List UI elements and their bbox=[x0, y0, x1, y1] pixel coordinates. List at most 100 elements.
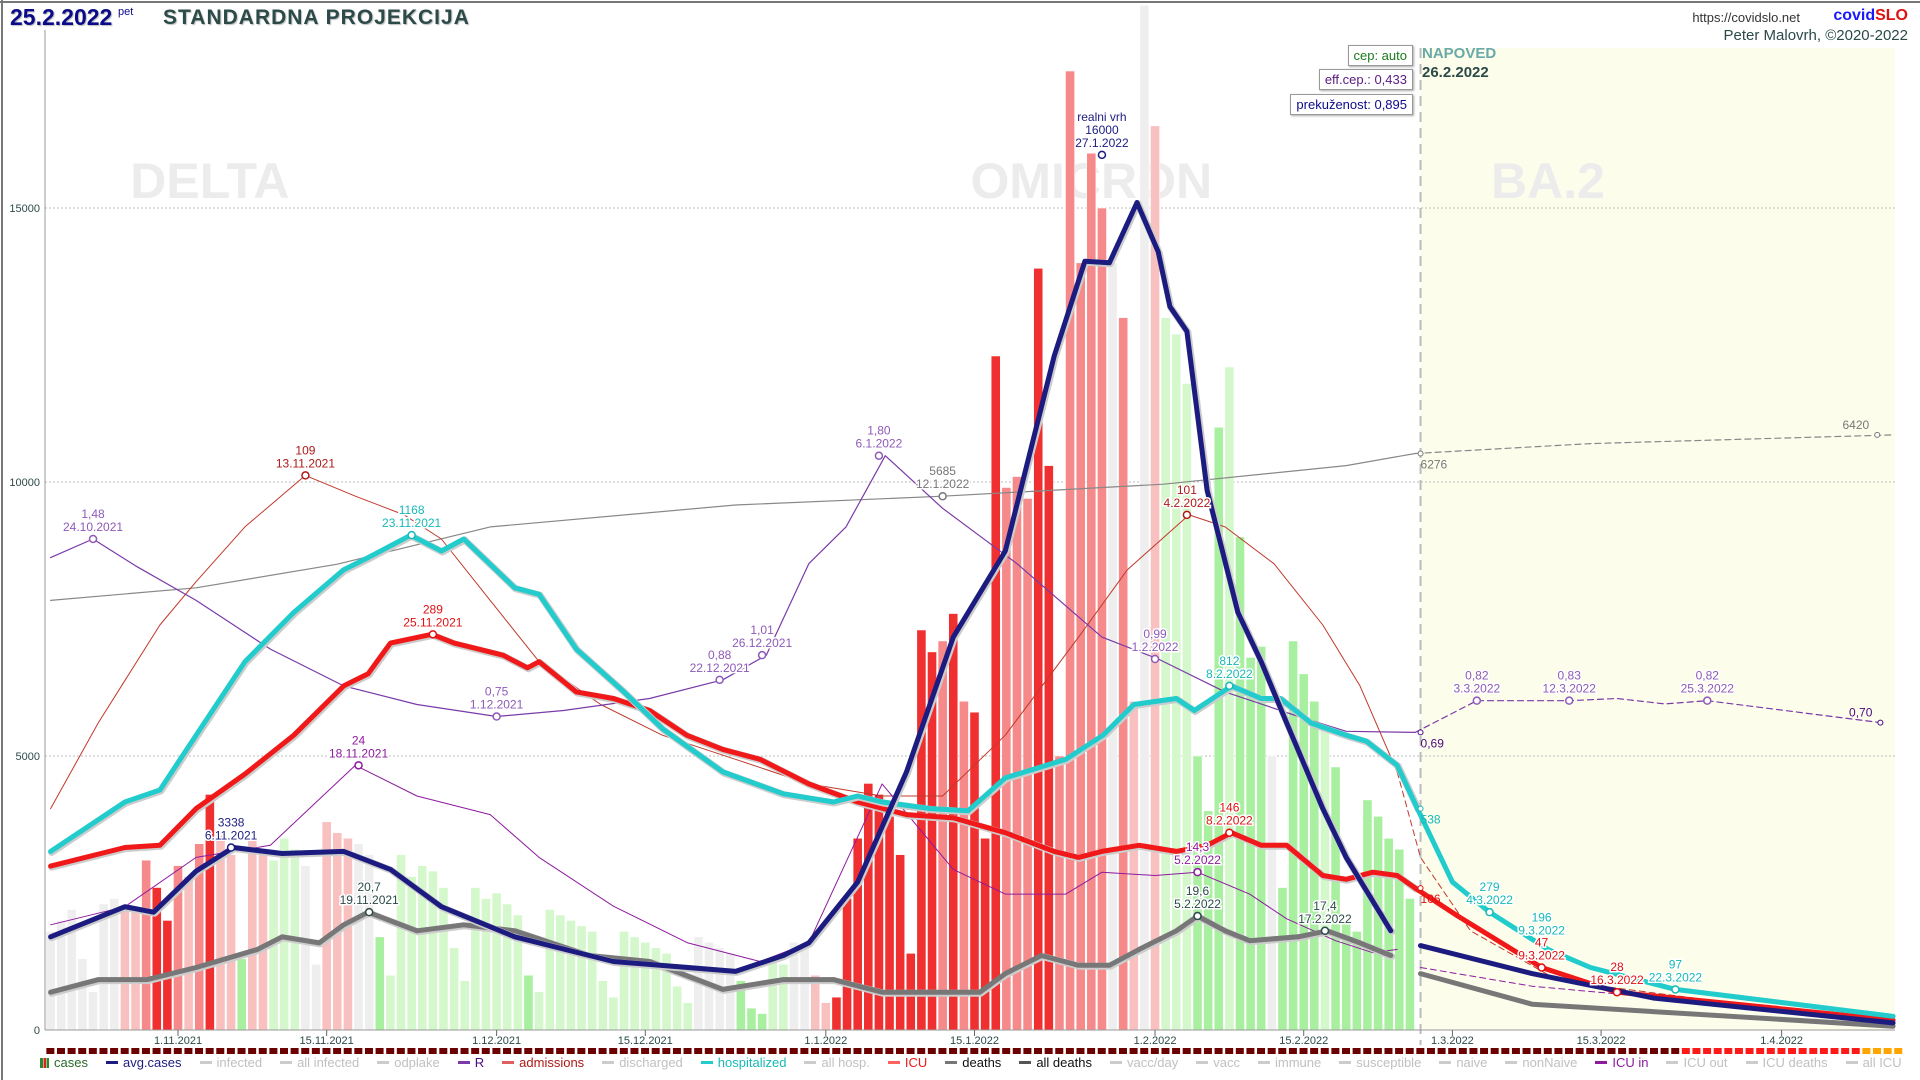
site-url[interactable]: https://covidslo.net bbox=[1692, 10, 1800, 25]
legend-item-immune[interactable]: immune bbox=[1258, 1055, 1321, 1070]
risk-strip-cell bbox=[811, 1048, 819, 1054]
risk-strip-cell bbox=[1395, 1048, 1404, 1054]
annotation-label: 19,6 bbox=[1186, 884, 1210, 898]
legend-item-susceptible[interactable]: susceptible bbox=[1339, 1055, 1421, 1070]
risk-strip-cell bbox=[874, 1048, 883, 1054]
legend-item-all-icu[interactable]: all ICU bbox=[1845, 1055, 1902, 1070]
risk-strip-cell bbox=[1002, 1048, 1011, 1054]
series-forecast-deaths bbox=[1418, 971, 1896, 1029]
legend-item-vacc[interactable]: vacc bbox=[1196, 1055, 1240, 1070]
risk-strip-cell bbox=[1458, 1048, 1467, 1054]
legend-item-nonnaive[interactable]: nonNaive bbox=[1505, 1055, 1577, 1070]
risk-strip-cell bbox=[832, 1048, 841, 1054]
risk-strip-cell bbox=[99, 1048, 108, 1054]
x-tick-label: 15.2.2022 bbox=[1279, 1035, 1328, 1047]
annotation-label: 0,82 bbox=[1465, 669, 1489, 683]
cases-bar bbox=[576, 925, 587, 1031]
annotation-marker bbox=[757, 650, 767, 660]
annotation-label: 1,48 bbox=[81, 507, 105, 521]
cases-bar bbox=[1043, 465, 1054, 1031]
risk-strip-cell bbox=[1044, 1048, 1053, 1054]
cases-bar bbox=[1107, 262, 1118, 1031]
annotation-marker bbox=[1472, 696, 1482, 705]
legend-item-infected[interactable]: infected bbox=[199, 1055, 262, 1070]
annotation-label: 25.11.2021 bbox=[403, 615, 462, 629]
annotation-marker bbox=[492, 712, 501, 721]
legend-swatch-icon bbox=[1109, 1061, 1122, 1064]
risk-strip-cell bbox=[641, 1048, 650, 1054]
legend-item-all-deaths[interactable]: all deaths bbox=[1019, 1055, 1092, 1070]
prekuzenost-box: prekuženost: 0,895 bbox=[1290, 94, 1413, 115]
annotation-label: 13.11.2021 bbox=[276, 456, 335, 470]
legend-item-admissions[interactable]: admissions bbox=[502, 1055, 584, 1070]
legend-label: naive bbox=[1456, 1055, 1488, 1070]
risk-strip-cell bbox=[481, 1048, 490, 1054]
legend-item-hospitalized[interactable]: hospitalized bbox=[700, 1055, 786, 1070]
legend-item-discharged[interactable]: discharged bbox=[602, 1055, 683, 1070]
risk-strip-cell bbox=[1129, 1048, 1138, 1054]
cases-bar bbox=[990, 355, 1001, 1031]
risk-strip-cell bbox=[205, 1048, 214, 1054]
legend-item-odplake[interactable]: odplake bbox=[377, 1055, 440, 1070]
y-tick-label: 0 bbox=[34, 1025, 40, 1037]
eff-cep-box: eff.cep.: 0,433 bbox=[1318, 69, 1413, 90]
risk-strip-cell bbox=[311, 1048, 320, 1054]
brand-slo: SLO bbox=[1875, 7, 1908, 24]
legend-item-avg-cases[interactable]: avg.cases bbox=[105, 1055, 182, 1070]
risk-strip-cell bbox=[1235, 1048, 1244, 1054]
legend-item-icu-in[interactable]: ICU in bbox=[1595, 1055, 1648, 1070]
risk-strip-cell bbox=[1150, 1048, 1159, 1054]
risk-strip-cell bbox=[1437, 1048, 1446, 1054]
series-line-icu bbox=[48, 631, 1418, 891]
cases-bar bbox=[109, 898, 120, 1031]
annotation-label: 196 bbox=[1532, 910, 1552, 924]
cases-bar bbox=[523, 974, 534, 1031]
legend-label: all deaths bbox=[1036, 1055, 1092, 1070]
risk-strip-cell bbox=[842, 1048, 851, 1054]
annotation-marker bbox=[1182, 510, 1192, 520]
cases-bar bbox=[916, 629, 927, 1031]
legend-item-icu-deaths[interactable]: ICU deaths bbox=[1745, 1055, 1828, 1070]
legend-item-icu[interactable]: ICU bbox=[887, 1055, 927, 1070]
annotation-marker bbox=[1485, 907, 1494, 917]
legend-item-deaths[interactable]: deaths bbox=[945, 1055, 1001, 1070]
risk-strip-cell bbox=[1320, 1048, 1329, 1054]
annotation-label: 4.3.2022 bbox=[1466, 893, 1513, 907]
risk-strip-cell bbox=[1713, 1048, 1722, 1054]
legend-label: nonNaive bbox=[1522, 1055, 1578, 1070]
risk-strip-cell bbox=[694, 1048, 703, 1054]
brand-covid: covid bbox=[1833, 7, 1876, 24]
annotation-marker bbox=[364, 907, 374, 917]
risk-strip-cell bbox=[1076, 1048, 1085, 1054]
risk-strip-cell bbox=[110, 1048, 119, 1054]
legend-item-all-hosp-[interactable]: all hosp. bbox=[804, 1055, 870, 1070]
variant-label: BA.2 bbox=[1491, 153, 1605, 209]
legend-item-icu-out[interactable]: ICU out bbox=[1666, 1055, 1728, 1070]
risk-strip-cell bbox=[1777, 1048, 1786, 1054]
risk-strip-cell bbox=[1851, 1048, 1860, 1054]
legend-item-r[interactable]: R bbox=[457, 1055, 484, 1070]
risk-strip-cell bbox=[853, 1048, 862, 1054]
legend-item-naive[interactable]: naive bbox=[1439, 1055, 1487, 1070]
risk-strip-cell bbox=[1501, 1048, 1510, 1054]
legend-swatch-icon bbox=[1745, 1061, 1758, 1064]
annotation-label: 8.2.2022 bbox=[1206, 814, 1253, 828]
legend-item-vacc-day[interactable]: vacc/day bbox=[1109, 1055, 1178, 1070]
risk-strip-cell bbox=[248, 1048, 257, 1054]
annotation-marker bbox=[428, 630, 438, 639]
risk-strip-cell bbox=[163, 1048, 172, 1054]
x-tick-label: 15.1.2022 bbox=[950, 1035, 999, 1047]
annotation-label: 16000 bbox=[1085, 123, 1119, 137]
legend-label: immune bbox=[1275, 1055, 1322, 1070]
risk-strip-cell bbox=[1575, 1048, 1584, 1054]
risk-strip-cell bbox=[683, 1048, 692, 1054]
risk-strip-cell bbox=[1331, 1048, 1340, 1054]
annotation-label: 26.12.2021 bbox=[732, 636, 792, 650]
risk-strip-cell bbox=[280, 1048, 288, 1054]
risk-strip-cell bbox=[556, 1048, 565, 1054]
risk-strip-cell bbox=[1798, 1048, 1807, 1054]
legend-item-all-infected[interactable]: all infected bbox=[280, 1055, 359, 1070]
cases-bar bbox=[672, 985, 683, 1031]
legend-item-cases[interactable]: cases bbox=[40, 1055, 88, 1070]
